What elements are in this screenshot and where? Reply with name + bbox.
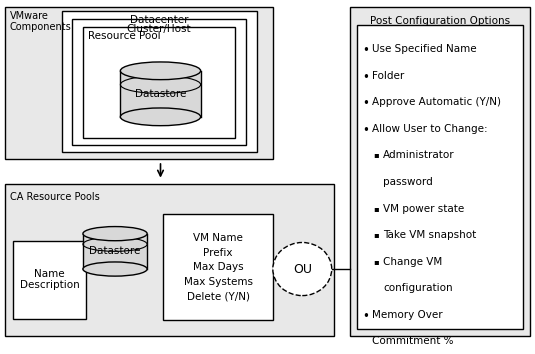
Ellipse shape [273,242,332,296]
Text: Take VM snapshot: Take VM snapshot [383,230,476,240]
Text: ▪: ▪ [373,150,379,159]
Ellipse shape [83,262,147,276]
Text: Use Specified Name: Use Specified Name [372,44,477,54]
Text: Resource Pool: Resource Pool [88,31,161,41]
Bar [120,71,201,117]
Bar [83,27,235,138]
Text: •: • [363,310,370,323]
Text: ▪: ▪ [373,257,379,266]
Text: Datacenter: Datacenter [130,15,188,25]
Bar [163,214,273,320]
Text: Approve Automatic (Y/N): Approve Automatic (Y/N) [372,97,501,107]
Text: Datastore: Datastore [135,89,186,99]
Text: password: password [383,177,433,187]
Text: OU: OU [293,263,312,275]
Text: VMware
Components: VMware Components [10,11,71,32]
Text: Folder: Folder [372,71,404,81]
Bar [13,241,86,319]
Text: Memory Over: Memory Over [372,310,443,320]
Ellipse shape [83,227,147,241]
Ellipse shape [120,108,201,126]
Text: •: • [363,71,370,84]
Ellipse shape [120,62,201,80]
Text: VM Name
Prefix
Max Days
Max Systems
Delete (Y/N): VM Name Prefix Max Days Max Systems Dele… [184,234,253,301]
Text: CA Resource Pools: CA Resource Pools [10,192,100,202]
Text: ▪: ▪ [373,204,379,212]
Text: Commitment %: Commitment % [372,336,454,346]
Text: configuration: configuration [383,283,453,293]
Bar [62,11,257,152]
Bar [5,7,273,159]
Text: VM power state: VM power state [383,204,464,213]
Text: Name
Description: Name Description [20,269,79,291]
Bar [72,19,246,145]
Text: Datastore: Datastore [89,246,141,256]
Bar [83,234,147,269]
Text: •: • [363,44,370,57]
Text: •: • [363,124,370,137]
Bar [5,184,334,336]
Text: •: • [363,97,370,110]
Text: Administrator: Administrator [383,150,455,160]
Bar [350,7,530,336]
Text: ▪: ▪ [373,230,379,239]
Text: Cluster/Host: Cluster/Host [127,24,192,34]
Bar [357,25,523,329]
Text: Change VM: Change VM [383,257,442,267]
Text: Allow User to Change:: Allow User to Change: [372,124,488,134]
Text: Post Configuration Options: Post Configuration Options [370,16,510,26]
